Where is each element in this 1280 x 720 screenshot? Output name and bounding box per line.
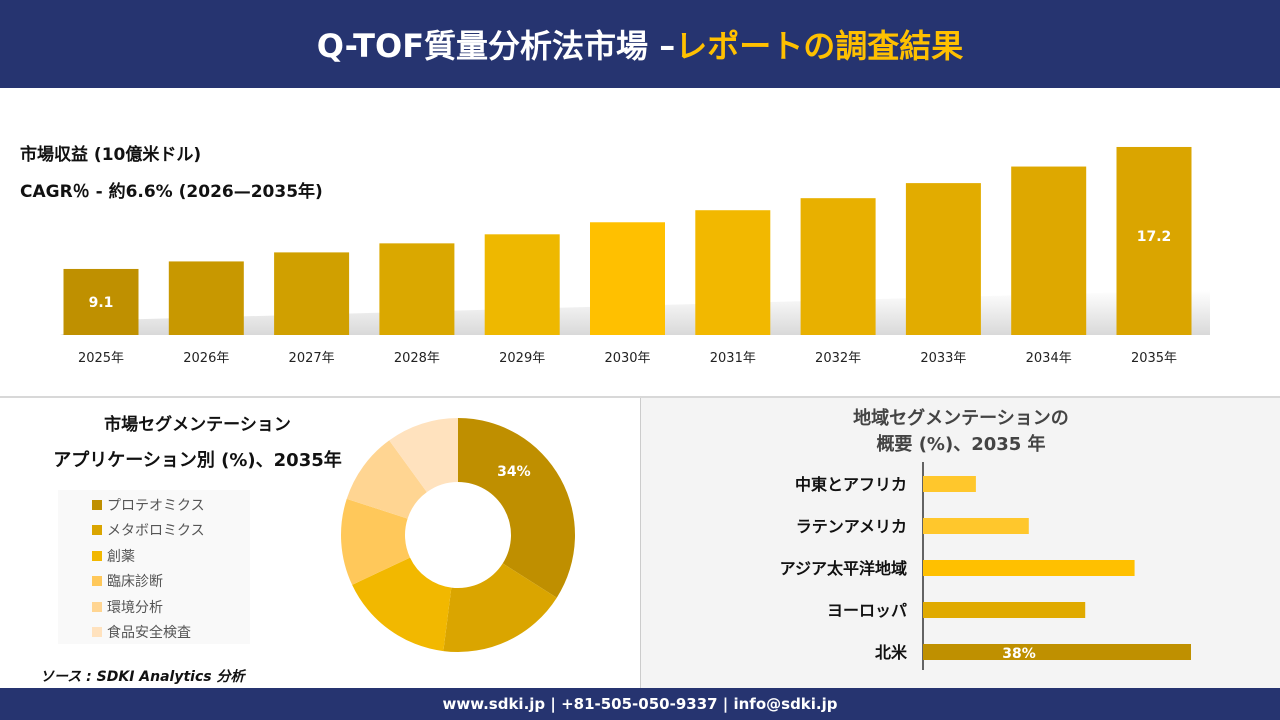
donut-legend: プロテオミクス メタボロミクス 創薬臨床診断環境分析食品安全検査 — [58, 490, 250, 644]
donut-slice-環境分析 — [346, 440, 427, 519]
region-panel: 地域セグメンテーションの 概要 (%)、2035 年 中東とアフリカ ラテンアメリ… — [640, 398, 1280, 688]
cagr-label: CAGR％ - 約6.6% (2026—2035年) — [20, 182, 323, 202]
footer-contact: www.sdki.jp | +81-505-050-9337 | info@sd… — [0, 688, 1280, 720]
legend-swatch — [92, 576, 102, 587]
region-bar-アジア太平洋地域 — [923, 560, 1135, 576]
legend-item: メタボロミクス — [92, 518, 250, 544]
legend-swatch — [92, 499, 102, 510]
region-label: ヨーロッパ — [827, 601, 907, 620]
revenue-label: 市場収益 (10億米ドル) — [20, 145, 202, 165]
legend-label: 環境分析 — [107, 599, 163, 616]
bar-data-label: 9.1 — [89, 295, 114, 311]
legend-label: 臨床診断 — [107, 574, 163, 591]
bar-2031年 — [695, 210, 771, 335]
segment-title-2: アプリケーション別 (%)、2035年 — [53, 450, 342, 471]
legend-swatch — [92, 550, 102, 561]
title-main: Q-TOF質量分析法市場 – — [316, 27, 676, 65]
bar-2028年 — [379, 243, 455, 335]
x-tick-label: 2033年 — [920, 351, 966, 366]
donut-slice-創薬 — [352, 557, 452, 652]
legend-swatch — [92, 627, 102, 638]
legend-label: メタボロミクス — [107, 523, 205, 540]
x-tick-label: 2032年 — [815, 351, 861, 366]
legend-item: 食品安全検査 — [92, 620, 250, 646]
title-accent: レポートの調査結果 — [675, 27, 964, 65]
bar-2025年 — [63, 268, 139, 335]
revenue-bar-chart: 2025年 9.1 2026年 2027年 2028年 2029年 2030年 2031年 20… — [60, 146, 1210, 366]
legend-item: プロテオミクス — [92, 492, 250, 518]
x-tick-label: 2028年 — [394, 351, 440, 366]
bar-2026年 — [168, 261, 244, 335]
region-data-label: 38% — [1002, 646, 1036, 662]
application-donut-chart: 34% — [341, 418, 575, 652]
region-label: 北米 — [875, 643, 908, 662]
region-label: ラテンアメリカ — [796, 517, 907, 536]
x-tick-label: 2034年 — [1026, 351, 1072, 366]
donut-slice-プロテオミクス — [458, 418, 575, 598]
donut-slice-食品安全検査 — [389, 418, 458, 493]
bar-2035年 — [1116, 146, 1192, 335]
bar-2032年 — [800, 198, 876, 335]
region-title-2: 概要 (%)、2035 年 — [876, 434, 1046, 455]
slice-data-label: 34% — [497, 464, 531, 480]
region-title-1: 地域セグメンテーションの — [853, 408, 1069, 429]
x-tick-label: 2026年 — [183, 351, 229, 366]
legend-swatch — [92, 525, 102, 536]
x-tick-label: 2029年 — [499, 351, 545, 366]
bar-data-label: 17.2 — [1137, 229, 1172, 245]
bar-2029年 — [484, 234, 560, 335]
donut-slice-メタボロミクス — [443, 563, 557, 652]
segment-title-1: 市場セグメンテーション — [104, 415, 291, 435]
x-tick-label: 2025年 — [78, 351, 124, 366]
legend-label: 創薬 — [107, 548, 135, 565]
legend-item: 臨床診断 — [92, 569, 250, 595]
x-tick-label: 2030年 — [604, 351, 650, 366]
region-bar-ヨーロッパ — [923, 602, 1086, 618]
x-tick-label: 2031年 — [710, 351, 756, 366]
bar-2033年 — [905, 183, 981, 335]
bar-2034年 — [1011, 166, 1087, 335]
region-bar-北米 — [923, 644, 1191, 660]
bar-2027年 — [274, 252, 350, 335]
divider — [0, 396, 1280, 398]
region-bar-ラテンアメリカ — [923, 518, 1029, 534]
x-tick-label: 2027年 — [289, 351, 335, 366]
source-note: ソース : SDKI Analytics 分析 — [40, 669, 245, 685]
x-tick-label: 2035年 — [1131, 351, 1177, 366]
header-banner: Q-TOF質量分析法市場 – レポートの調査結果 — [0, 0, 1280, 88]
region-label: アジア太平洋地域 — [780, 559, 907, 578]
legend-label: プロテオミクス — [107, 497, 205, 514]
region-label: 中東とアフリカ — [795, 475, 907, 494]
legend-item: 創薬 — [92, 543, 250, 569]
legend-label: 食品安全検査 — [107, 625, 191, 642]
legend-swatch — [92, 601, 102, 612]
region-bar-中東とアフリカ — [923, 476, 976, 492]
bar-2030年 — [590, 222, 665, 335]
donut-slice-臨床診断 — [341, 498, 411, 585]
legend-item: 環境分析 — [92, 594, 250, 620]
